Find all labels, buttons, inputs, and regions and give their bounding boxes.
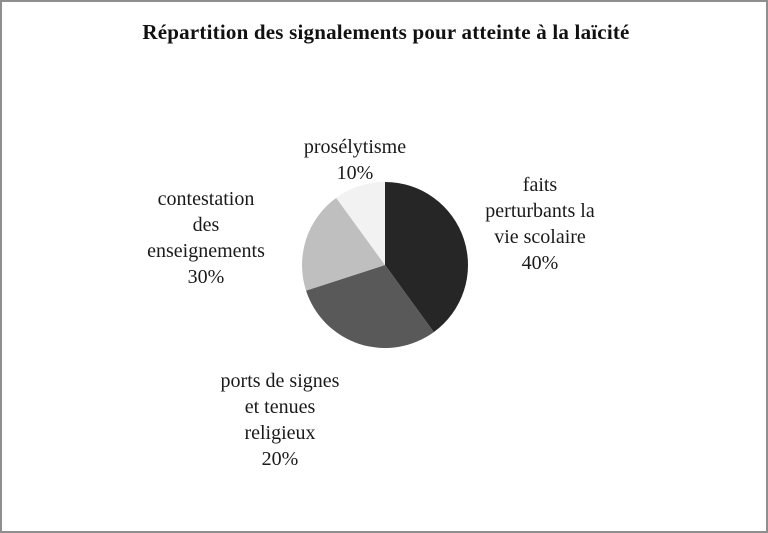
slice-label-percent: 40% <box>521 252 559 274</box>
slice-label-proselytisme: prosélytisme 10% <box>255 134 455 186</box>
slice-label-line: des <box>192 214 220 236</box>
slice-label-percent: 30% <box>187 266 225 288</box>
slice-label-line: perturbants la <box>485 200 595 222</box>
page-title: Répartition des signalements pour attein… <box>142 20 630 44</box>
slice-label-line: faits <box>522 174 558 196</box>
pie-chart <box>301 182 469 349</box>
pie-slice-ports-de-signes <box>306 265 434 349</box>
slice-label-line: religieux <box>244 422 316 444</box>
slice-label-line: vie scolaire <box>494 226 586 248</box>
slice-label-line: enseignements <box>147 240 265 262</box>
slice-label-line: contestation <box>157 188 255 210</box>
slice-label-line: prosélytisme <box>303 136 407 158</box>
pie-slice-faits-perturbants <box>385 182 469 333</box>
pie-slice-proselytisme <box>336 182 385 265</box>
pie-slice-contestation <box>301 197 385 291</box>
slice-label-line: ports de signes <box>220 370 340 392</box>
slice-label-percent: 10% <box>336 162 374 184</box>
slice-label-contestation: contestation des enseignements 30% <box>106 186 306 290</box>
slice-label-faits-perturbants: faits perturbants la vie scolaire 40% <box>440 172 640 276</box>
slice-label-percent: 20% <box>261 448 299 470</box>
slice-label-ports-de-signes: ports de signes et tenues religieux 20% <box>170 368 390 472</box>
slice-label-line: et tenues <box>244 396 316 418</box>
